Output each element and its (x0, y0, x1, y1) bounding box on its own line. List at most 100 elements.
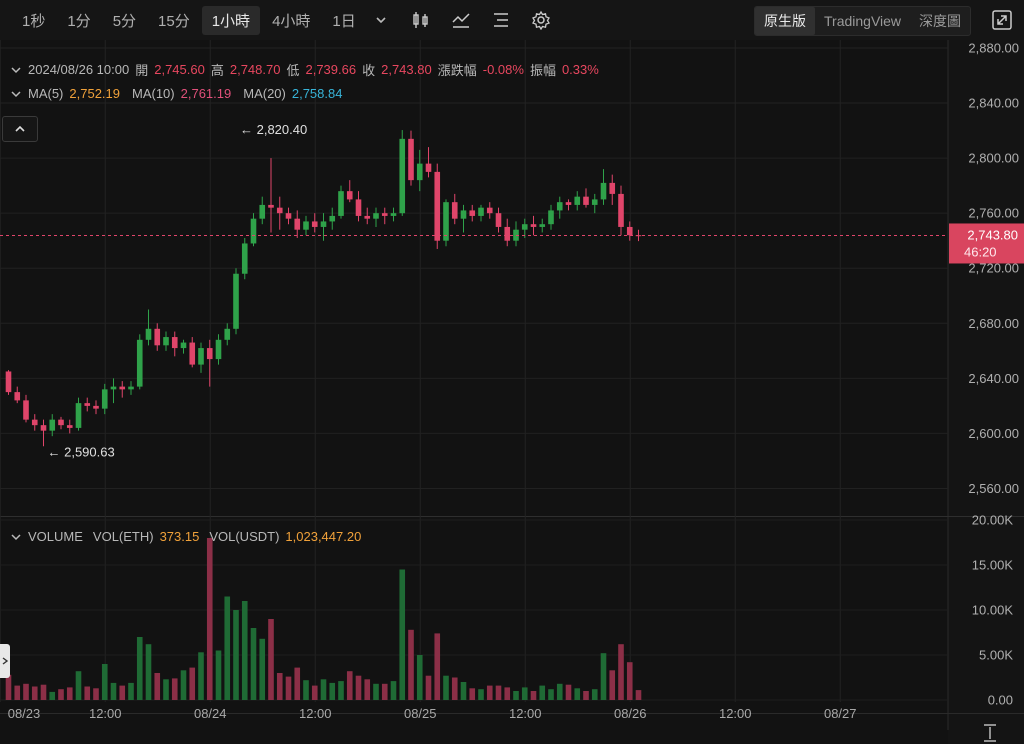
ma5-label: MA(5) (28, 86, 64, 101)
candle-body (373, 213, 379, 219)
volume-bar (250, 628, 257, 700)
volume-bar (14, 685, 21, 700)
candle-body (93, 405, 99, 409)
candle-body (14, 392, 21, 401)
candle-body (276, 207, 283, 214)
collapse-button[interactable] (2, 116, 38, 142)
candle-body (128, 386, 134, 390)
volume-bar (408, 629, 414, 700)
candle-body (145, 328, 152, 340)
candlestick-type-icon[interactable] (410, 9, 432, 31)
volume-bar (180, 670, 187, 700)
candle-body (294, 218, 301, 230)
candle-body (364, 215, 371, 219)
view-tradingview[interactable]: TradingView (824, 13, 902, 29)
chart-background (0, 40, 1024, 744)
extreme-price-annotation: ← 2,820.40 (240, 122, 307, 137)
volume-info: VOLUME VOL(ETH) 373.15 VOL(USDT) 1,023,4… (10, 529, 367, 544)
timeframe-4h[interactable]: 4小時 (272, 12, 311, 30)
volume-bar (224, 596, 231, 700)
volume-bar (206, 538, 213, 700)
price-axis-background (948, 40, 1024, 744)
candle-body (469, 210, 476, 216)
candle-body (320, 221, 327, 227)
ma10-label: MA(10) (132, 86, 175, 101)
scroll-to-end-icon[interactable] (984, 724, 996, 742)
chevron-down-icon[interactable] (10, 531, 22, 543)
candle-body (425, 163, 432, 172)
price-tick-label: 2,840.00 (968, 96, 1019, 111)
candle-body (478, 207, 484, 216)
timeframe-15m[interactable]: 15分 (158, 12, 190, 30)
volume-bar (565, 684, 572, 700)
amplitude-value: 0.33% (561, 62, 599, 77)
time-tick-label: 12:00 (719, 706, 752, 721)
candle-body (58, 419, 64, 426)
volume-bar (285, 676, 292, 700)
volume-bar (434, 633, 441, 700)
volume-bar (84, 686, 91, 700)
last-price-label: 2,743.80 (967, 227, 1018, 242)
change-value: -0.08% (482, 62, 524, 77)
volume-bar (198, 652, 204, 700)
chevron-down-icon[interactable] (10, 64, 22, 76)
toolbar: 1秒 1分 5分 15分 1小時 4小時 1日 原生版 TradingView … (0, 0, 1024, 41)
fullscreen-icon[interactable] (990, 8, 1014, 32)
volume-bar (23, 683, 29, 700)
vol-eth-label: VOL(ETH) (92, 529, 154, 544)
candle-body (346, 191, 353, 200)
price-tick-label: 2,600.00 (968, 426, 1019, 441)
timeframe-1m[interactable]: 1分 (67, 12, 91, 30)
volume-bar (600, 653, 607, 700)
price-tick-label: 2,560.00 (968, 481, 1019, 496)
candle-body (583, 196, 589, 205)
candle-body (338, 191, 344, 216)
candle-body (504, 226, 511, 241)
candle-body (460, 210, 467, 219)
timeframe-1s[interactable]: 1秒 (22, 12, 46, 30)
open-value: 2,745.60 (154, 62, 205, 77)
candle-body (626, 226, 633, 236)
candle-body (565, 202, 572, 205)
volume-bar (530, 691, 537, 700)
volume-bar (241, 601, 248, 700)
timeframe-1d[interactable]: 1日 (332, 12, 356, 30)
volume-bar (451, 677, 458, 700)
candle-body (495, 213, 502, 227)
candle-body (285, 213, 292, 219)
chevron-down-icon[interactable] (10, 88, 22, 100)
ohlc-info: 2024/08/26 10:00 開 2,745.60 高 2,748.70 低… (10, 60, 605, 79)
low-label: 低 (286, 63, 300, 78)
volume-bar (548, 689, 554, 700)
volume-bar (346, 671, 353, 700)
price-chart[interactable]: 08/23 12:00 08/24 12:00 08/25 12:00 08/26 12:00… (0, 40, 1024, 744)
candle-body (329, 215, 336, 222)
ma20-label: MA(20) (243, 86, 286, 101)
timeframe-5m[interactable]: 5分 (112, 12, 137, 30)
volume-bar (329, 682, 336, 700)
candle-body (530, 224, 537, 227)
indicator-icon[interactable] (450, 9, 472, 31)
volume-bar (609, 670, 616, 700)
chevron-right-icon (2, 657, 9, 665)
view-depth[interactable]: 深度圖 (919, 13, 962, 29)
volume-bar (443, 675, 449, 700)
volume-title: VOLUME (28, 529, 83, 544)
volume-bar (259, 638, 266, 700)
chevron-down-icon[interactable] (370, 9, 392, 31)
timeframe-1h[interactable]: 1小時 (201, 5, 261, 35)
volume-bar (618, 644, 624, 700)
ma5-value: 2,752.19 (69, 86, 120, 101)
gear-icon[interactable] (530, 9, 552, 31)
volume-bar (583, 691, 589, 700)
volume-bar (311, 685, 318, 700)
side-panel-toggle[interactable] (0, 644, 10, 678)
candles (5, 130, 642, 447)
volume-bar (425, 675, 432, 700)
volume-bar (478, 689, 484, 700)
high-value: 2,748.70 (229, 62, 281, 77)
view-native[interactable]: 原生版 (755, 7, 815, 35)
drawing-list-icon[interactable] (490, 9, 512, 31)
low-value: 2,739.66 (305, 62, 357, 77)
candle-body (171, 337, 178, 349)
